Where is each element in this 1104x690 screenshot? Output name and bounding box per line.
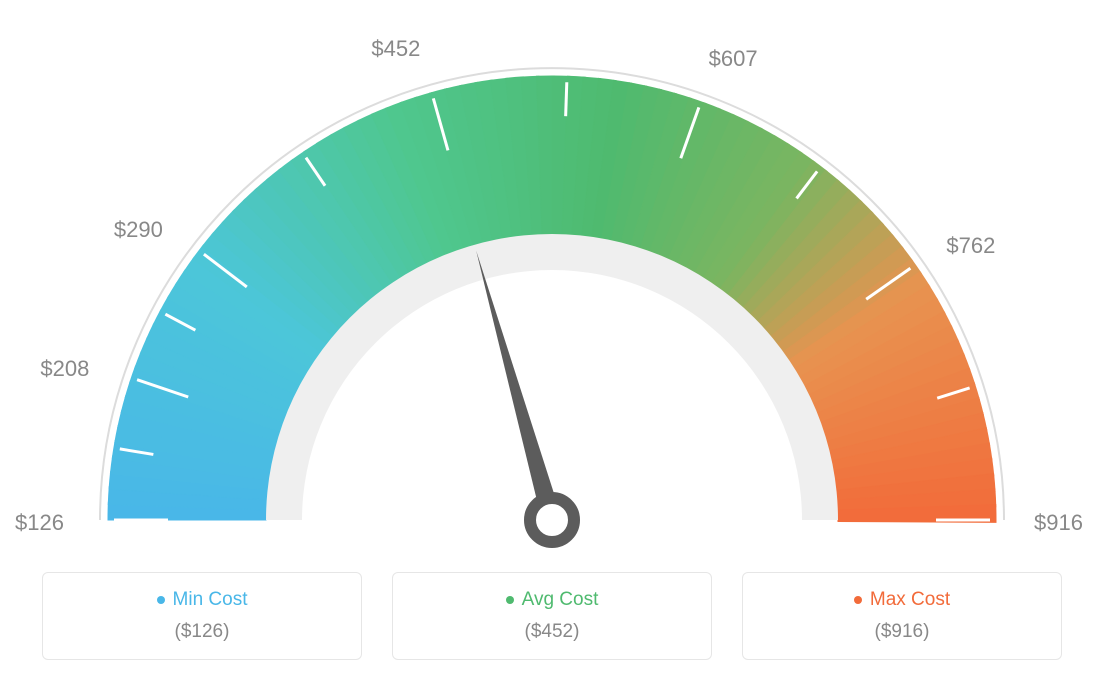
gauge-tick-label: $126 xyxy=(15,510,64,536)
legend-label-text: Min Cost xyxy=(173,589,248,611)
legend-label-min: Min Cost xyxy=(53,589,351,611)
gauge-tick-label: $762 xyxy=(946,233,995,259)
dot-icon xyxy=(157,596,165,604)
gauge-tick-label: $208 xyxy=(40,356,89,382)
legend-card-max: Max Cost ($916) xyxy=(742,572,1062,660)
gauge-svg xyxy=(0,20,1104,580)
dot-icon xyxy=(506,596,514,604)
gauge-tick-label: $452 xyxy=(371,36,420,62)
legend-label-max: Max Cost xyxy=(753,589,1051,611)
gauge-chart: $126 $208 $290 $452 $607 $762 $916 xyxy=(0,20,1104,580)
legend-value-max: ($916) xyxy=(753,621,1051,643)
legend-value-avg: ($452) xyxy=(403,621,701,643)
legend-value-min: ($126) xyxy=(53,621,351,643)
dot-icon xyxy=(854,596,862,604)
legend-label-avg: Avg Cost xyxy=(403,589,701,611)
legend-row: Min Cost ($126) Avg Cost ($452) Max Cost… xyxy=(40,572,1064,660)
legend-label-text: Avg Cost xyxy=(522,589,599,611)
gauge-tick-label: $916 xyxy=(1034,510,1083,536)
legend-label-text: Max Cost xyxy=(870,589,950,611)
legend-card-min: Min Cost ($126) xyxy=(42,572,362,660)
gauge-tick-label: $290 xyxy=(114,217,163,243)
gauge-tick-label: $607 xyxy=(709,46,758,72)
legend-card-avg: Avg Cost ($452) xyxy=(392,572,712,660)
